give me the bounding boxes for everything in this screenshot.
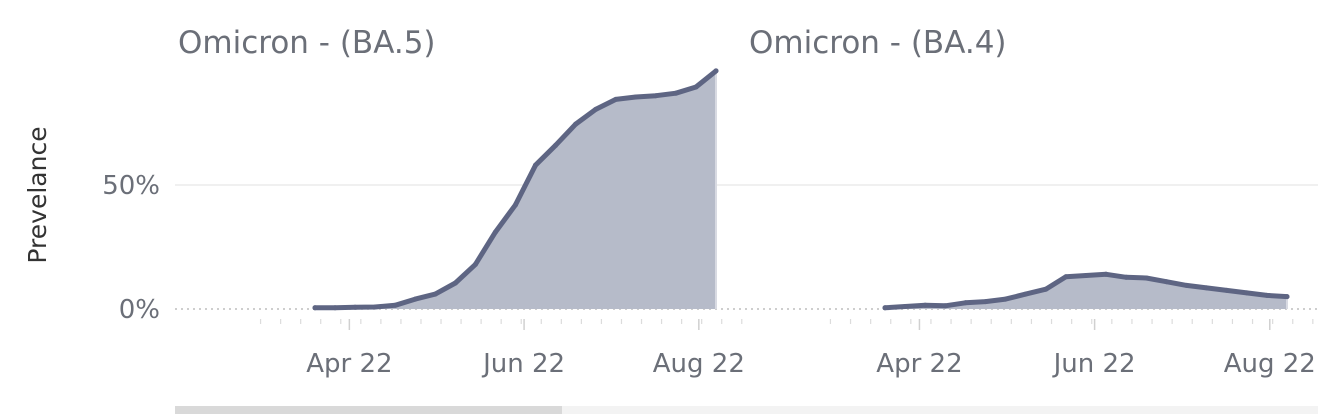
data-point	[653, 93, 659, 99]
series-area	[885, 274, 1287, 309]
data-point	[1143, 275, 1149, 281]
data-point	[962, 300, 968, 306]
data-point	[633, 94, 639, 100]
y-tick-label: 0%	[119, 295, 160, 325]
data-point	[1083, 273, 1089, 278]
data-point	[372, 304, 378, 310]
x-tick-label: Jun 22	[1052, 349, 1136, 379]
scrollbar-thumb[interactable]	[175, 406, 562, 414]
data-point	[1103, 271, 1109, 277]
data-point	[573, 121, 579, 127]
data-point	[1123, 274, 1129, 280]
panel-1: Omicron - (BA.5) Apr 22 Jun 22 Aug 22	[178, 25, 745, 379]
data-point	[472, 261, 478, 267]
data-point	[1224, 287, 1230, 293]
data-point	[1244, 290, 1250, 296]
x-tick-label: Apr 22	[876, 349, 962, 379]
panel-title: Omicron - (BA.4)	[749, 25, 1007, 61]
data-point	[673, 90, 679, 96]
data-point	[533, 162, 538, 168]
data-point	[693, 84, 699, 90]
x-tick-label: Apr 22	[306, 349, 392, 379]
scrollbar-track[interactable]	[175, 406, 1318, 414]
series-area	[315, 70, 716, 310]
data-point	[1204, 285, 1210, 291]
x-axis-minor-ticks	[829, 319, 1314, 324]
data-point	[1063, 274, 1069, 280]
data-point	[1003, 296, 1009, 302]
data-point	[1184, 282, 1189, 288]
data-point	[902, 304, 908, 309]
data-point	[613, 96, 619, 102]
x-axis-minor-ticks	[259, 319, 743, 324]
data-point	[713, 68, 719, 74]
data-point	[983, 299, 988, 305]
panels: Omicron - (BA.5)Apr 22 Jun 22 Aug 22Omicro…	[178, 25, 1316, 379]
x-tick-label: Jun 22	[481, 349, 565, 379]
panel-title: Omicron - (BA.5)	[178, 25, 436, 61]
data-point	[392, 302, 398, 308]
data-point	[1264, 292, 1270, 298]
data-point	[942, 303, 948, 309]
y-tick-label: 50%	[102, 171, 160, 201]
data-point	[492, 229, 498, 235]
data-point	[352, 304, 358, 310]
data-point	[922, 302, 928, 308]
x-tick-label: Aug 22	[653, 349, 745, 379]
data-point	[1284, 294, 1290, 300]
data-point	[513, 202, 518, 208]
data-point	[432, 291, 438, 297]
data-point	[553, 142, 559, 148]
data-point	[452, 280, 458, 286]
y-axis: 0% 50%	[102, 171, 160, 325]
data-point	[312, 305, 318, 311]
data-point	[1163, 279, 1169, 285]
grid-layer	[175, 184, 1318, 310]
y-axis-label: Prevelance	[23, 126, 52, 263]
data-point	[882, 305, 888, 311]
data-point	[1043, 286, 1049, 292]
data-point	[412, 296, 418, 302]
panel-2: Omicron - (BA.4) Apr 22 Jun 22 Aug 22	[749, 25, 1316, 379]
data-point	[1023, 291, 1029, 297]
data-point	[593, 106, 599, 112]
x-tick-label: Aug 22	[1224, 349, 1316, 379]
data-point	[332, 305, 338, 311]
